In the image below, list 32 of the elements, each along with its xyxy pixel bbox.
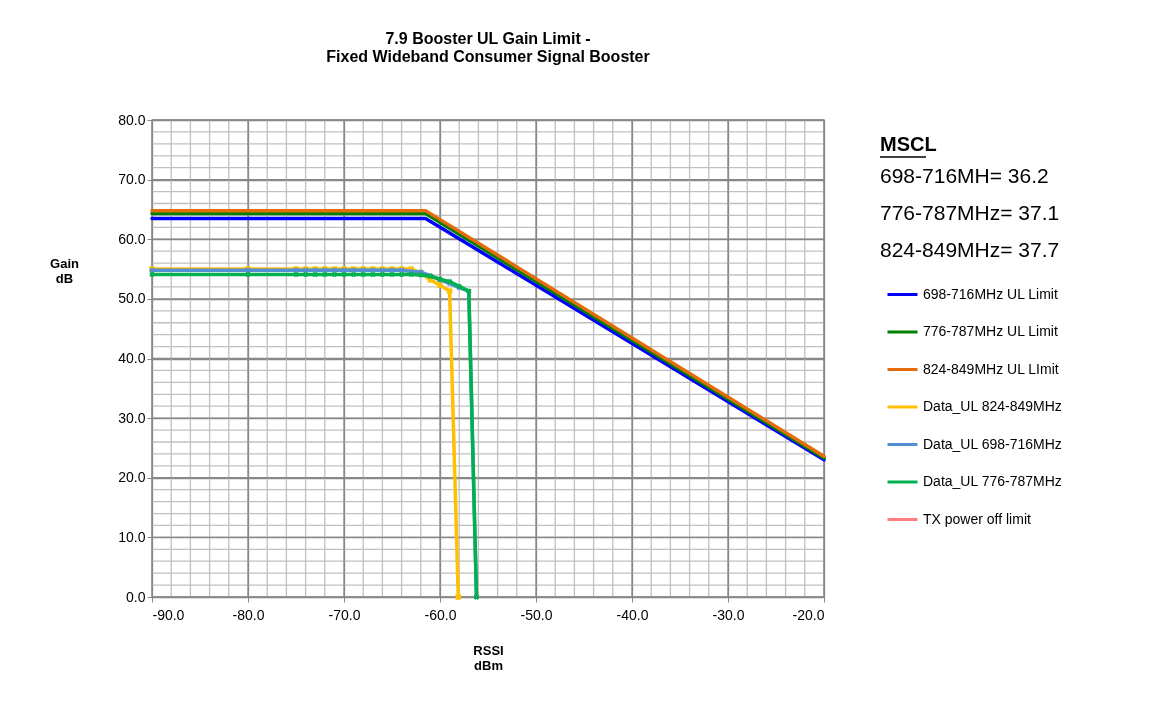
legend-label: 776-787MHz UL Limit [923,323,1058,339]
x-tick-label: -90.0 [152,606,185,623]
x-tick-label: -80.0 [232,606,265,623]
legend-label: Data_UL 698-716MHz [923,435,1062,452]
y-axis-title: Gain dB [50,255,79,286]
y-tick-label: 20.0 [118,469,146,486]
text: 698-716MH= 36.2 [880,164,1049,187]
text: 776-787MHz= 37.1 [880,201,1060,224]
text: 824-849MHz= 37.7 [880,238,1060,261]
x-tick-label: -30.0 [712,606,745,623]
y-tick-label: 10.0 [118,528,146,545]
legend-label: 824-849MHz UL LImit [923,360,1059,377]
legend-label: 698-716MHz UL Limit [923,285,1058,302]
x-tick-label: -20.0 [792,606,825,623]
x-tick-label: -70.0 [328,606,361,623]
legend-label: TX power off limit [923,510,1031,527]
text: MSCL [880,133,937,155]
text: 7.9 Booster UL Gain Limit - [385,30,591,47]
y-tick-label: 60.0 [118,230,146,247]
y-tick-label: 0.0 [126,588,146,605]
x-axis-title: RSSI dBm [473,642,504,673]
x-tick-label: -60.0 [424,606,457,623]
y-tick-label: 80.0 [118,111,146,128]
legend-label: Data_UL 824-849MHz [923,398,1062,414]
text: Fixed Wideband Consumer Signal Booster [326,48,650,65]
legend-label: Data_UL 776-787MHz [923,473,1062,489]
x-tick-label: -50.0 [520,606,553,623]
y-tick-label: 30.0 [118,409,146,426]
y-tick-label: 50.0 [118,290,146,307]
x-tick-label: -40.0 [616,606,649,623]
y-tick-label: 70.0 [118,171,146,188]
y-tick-label: 40.0 [118,350,146,366]
